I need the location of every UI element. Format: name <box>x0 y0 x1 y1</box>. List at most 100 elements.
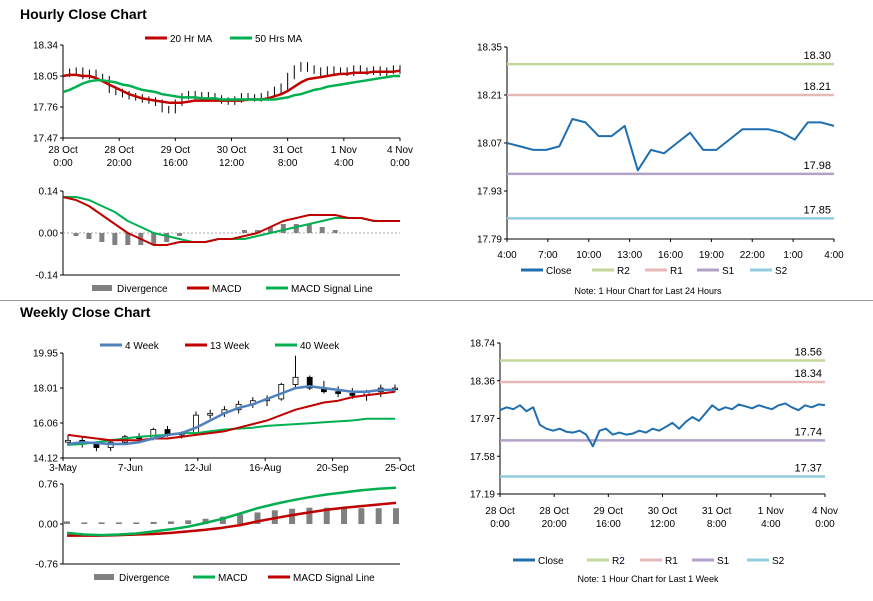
hourly-macd-divergence-bar <box>125 233 131 245</box>
weekly-levels-xtick-label: 0:00 <box>815 519 835 530</box>
weekly-price-xtick-label: 25-Oct <box>385 463 415 474</box>
hourly-macd-ytick-label: 0.00 <box>39 229 59 240</box>
weekly-macd-macd-line <box>66 486 397 537</box>
weekly-levels-legend-s1-label: S1 <box>717 556 730 567</box>
hourly-price-legend-ma50-label: 50 Hrs MA <box>255 34 303 45</box>
hourly-price-xtick-label: 8:00 <box>278 158 298 169</box>
weekly-levels-xtick-label: 20:00 <box>542 519 567 530</box>
weekly-levels-ytick-label: 17.19 <box>470 490 495 501</box>
hourly-price-xtick-label: 30 Oct <box>217 145 247 156</box>
weekly-price-ytick-label: 14.12 <box>33 454 58 465</box>
weekly-price-ytick-label: 18.01 <box>33 384 58 395</box>
hourly-price-ytick-label: 17.76 <box>33 103 58 114</box>
hourly-price-xtick-label: 1 Nov <box>331 145 357 156</box>
weekly-price-ma4-line <box>67 385 395 446</box>
hourly-price-xtick-label: 31 Oct <box>273 145 303 156</box>
weekly-macd-divergence-bar <box>98 522 105 524</box>
weekly-macd-divergence-bar <box>323 507 330 524</box>
hourly-macd-ytick-label: 0.14 <box>39 187 59 198</box>
weekly-levels-ytick-label: 18.36 <box>470 376 495 387</box>
weekly-macd-divergence-bar <box>81 522 88 524</box>
hourly-levels-legend-s2-label: S2 <box>775 266 788 277</box>
weekly-levels-xtick-label: 31 Oct <box>702 506 732 517</box>
weekly-levels-ytick-label: 18.74 <box>470 339 495 350</box>
weekly-levels-legend-r2-label: R2 <box>612 556 625 567</box>
weekly-price-xtick-label: 20-Sep <box>316 463 349 474</box>
weekly-macd-ytick-label: 0.00 <box>39 520 59 531</box>
weekly-levels-xtick-label: 28 Oct <box>485 506 515 517</box>
weekly-macd-divergence-bar <box>185 520 192 524</box>
weekly-macd-divergence-bar <box>115 522 122 524</box>
hourly-macd-divergence-bar <box>164 233 170 242</box>
weekly-price-xtick-label: 16-Aug <box>249 463 281 474</box>
weekly-levels-xtick-label: 16:00 <box>596 519 621 530</box>
weekly-macd-legend-divergence-swatch <box>94 574 114 580</box>
weekly-macd-divergence-bar <box>133 522 140 524</box>
weekly-levels-xtick-label: 8:00 <box>707 519 727 530</box>
weekly-levels-legend-r1-label: R1 <box>665 556 678 567</box>
weekly-levels-s2-value: 17.37 <box>794 462 822 474</box>
hourly-levels-xtick-label: 4:00 <box>824 250 844 261</box>
hourly-levels-r2-value: 18.30 <box>803 50 831 62</box>
hourly-levels-ytick-label: 18.35 <box>477 43 502 54</box>
weekly-price-xtick-label: 7-Jun <box>118 463 143 474</box>
weekly-levels-r2-value: 18.56 <box>794 347 822 359</box>
hourly-macd-divergence-bar <box>306 224 312 233</box>
hourly-levels-ytick-label: 18.21 <box>477 91 502 102</box>
hourly-price-legend-ma20-label: 20 Hr MA <box>170 34 213 45</box>
weekly-price-candle-body <box>193 414 199 434</box>
hourly-macd-legend-signal-label: MACD Signal Line <box>291 284 373 295</box>
hourly-price-ma50-line <box>62 74 400 101</box>
hourly-macd-divergence-bar <box>177 233 183 236</box>
weekly-levels-xtick-label: 1 Nov <box>758 506 784 517</box>
weekly-macd-divergence-bar <box>358 508 365 524</box>
weekly-macd-divergence-bar <box>64 521 70 524</box>
hourly-levels-close-line <box>506 118 835 172</box>
hourly-levels-s1-value: 17.98 <box>803 160 831 172</box>
hourly-levels-legend-close-label: Close <box>546 266 572 277</box>
hourly-macd-divergence-bar <box>319 227 325 233</box>
hourly-levels-xtick-label: 7:00 <box>538 250 558 261</box>
weekly-price-candle-body <box>349 393 356 396</box>
hourly-levels-note: Note: 1 Hour Chart for Last 24 Hours <box>574 286 722 296</box>
hourly-macd-legend-macd-label: MACD <box>212 284 241 295</box>
hourly-chart-title: Hourly Close Chart <box>20 6 147 22</box>
hourly-levels-xtick-label: 4:00 <box>497 250 517 261</box>
hourly-levels-xtick-label: 13:00 <box>617 250 642 261</box>
hourly-macd-divergence-bar <box>99 233 105 242</box>
hourly-price-ytick-label: 17.47 <box>33 134 58 145</box>
weekly-price-candle-body <box>65 439 71 443</box>
weekly-levels-xtick-label: 29 Oct <box>594 506 624 517</box>
hourly-macd-ytick-label: -0.14 <box>35 271 58 282</box>
weekly-macd-divergence-bar <box>393 508 399 524</box>
hourly-levels-xtick-label: 10:00 <box>576 250 601 261</box>
weekly-levels-xtick-label: 0:00 <box>490 519 510 530</box>
weekly-levels-legend-s2-label: S2 <box>772 556 785 567</box>
weekly-macd-ytick-label: 0.76 <box>39 480 59 491</box>
hourly-price-ma20-line <box>62 69 401 104</box>
hourly-macd-divergence-bar <box>280 224 286 233</box>
weekly-macd-divergence-bar <box>341 507 348 524</box>
weekly-levels-xtick-label: 4 Nov <box>812 506 838 517</box>
hourly-price-xtick-label: 0:00 <box>53 158 73 169</box>
hourly-price-ytick-label: 18.34 <box>33 41 58 52</box>
weekly-price-candle-body <box>292 376 299 385</box>
weekly-macd-divergence-bar <box>219 516 226 524</box>
weekly-price-ytick-label: 16.06 <box>33 419 58 430</box>
weekly-macd-divergence-bar <box>167 521 174 524</box>
weekly-levels-xtick-label: 4:00 <box>761 519 781 530</box>
weekly-levels-xtick-label: 30 Oct <box>648 506 678 517</box>
weekly-price-candle-body <box>306 376 313 389</box>
weekly-price-candle-body <box>207 412 214 416</box>
hourly-macd-divergence-bar <box>267 227 273 233</box>
hourly-levels-s2-value: 17.85 <box>803 204 831 216</box>
hourly-price-xtick-label: 12:00 <box>219 158 244 169</box>
hourly-levels-legend-s1-label: S1 <box>722 266 735 277</box>
hourly-price-xtick-label: 4:00 <box>334 158 354 169</box>
weekly-levels-ytick-label: 17.97 <box>470 414 495 425</box>
hourly-macd-divergence-bar <box>332 230 338 233</box>
hourly-price-xtick-label: 28 Oct <box>48 145 78 156</box>
hourly-price-xtick-label: 28 Oct <box>104 145 134 156</box>
weekly-levels-legend-close-label: Close <box>538 556 564 567</box>
weekly-levels-ytick-label: 17.58 <box>470 452 495 463</box>
